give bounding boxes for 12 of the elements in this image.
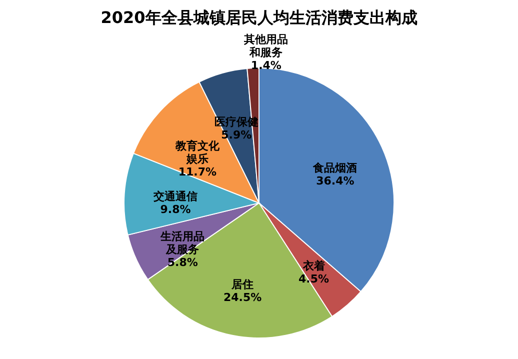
- slice-label: 衣着: [302, 259, 325, 272]
- chart-title: 2020年全县城镇居民人均生活消费支出构成: [100, 8, 418, 28]
- data-label: 11.7%: [178, 165, 217, 178]
- data-label: 36.4%: [316, 174, 354, 188]
- data-label: 1.4%: [250, 59, 282, 72]
- slice-label: 教育文化娱乐: [174, 139, 220, 166]
- data-label: 24.5%: [223, 291, 262, 304]
- data-label: 9.8%: [160, 203, 191, 216]
- slice-label: 食品烟酒: [312, 161, 358, 174]
- slice-label: 其他用品和服务: [243, 33, 288, 60]
- slice-label: 交通通信: [152, 190, 198, 204]
- slice-label: 居住: [230, 278, 254, 292]
